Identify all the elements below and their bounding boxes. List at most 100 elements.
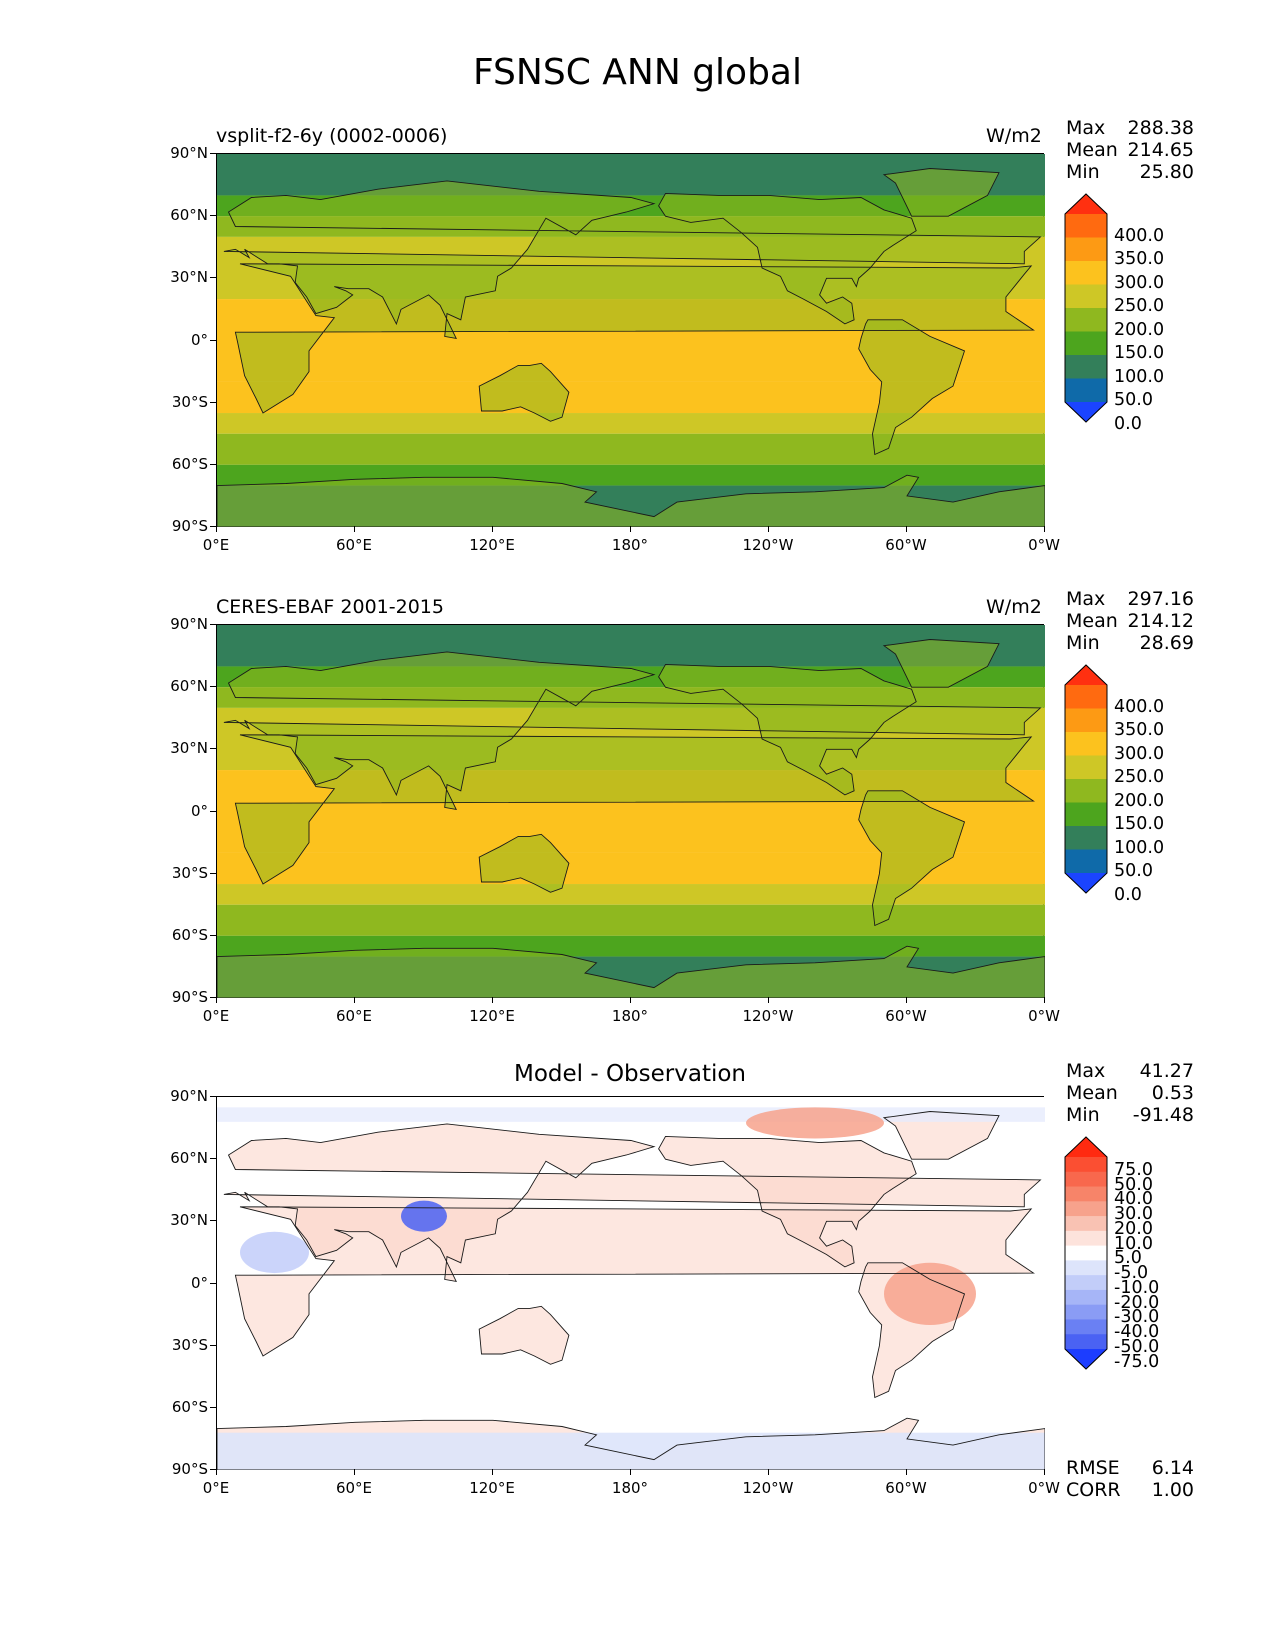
colorbar-segment [1065, 732, 1107, 756]
coastline-0 [234, 734, 1035, 885]
lon-tick-label: 120°W [742, 536, 794, 554]
coastline-6 [217, 945, 1045, 998]
zonal-band [217, 904, 1045, 936]
lat-tick [210, 934, 216, 936]
coastline-3 [858, 1262, 966, 1399]
lat-tick-label: 0° [190, 1273, 208, 1292]
stat-value: 214.12 [1127, 610, 1194, 632]
land-tint-6 [217, 946, 1045, 998]
coastline-6 [217, 474, 1045, 527]
lat-tick-label: 60°S [171, 925, 208, 944]
colorbar-label: 400.0 [1114, 696, 1165, 717]
map-plot [216, 624, 1045, 998]
error-stat-label: RMSE [1066, 1457, 1120, 1479]
lon-tick [216, 1469, 217, 1475]
lat-tick-label: 90°S [171, 517, 208, 535]
colorbar-label: -5.0 [1114, 1263, 1149, 1284]
colorbar-label: 0.0 [1114, 884, 1142, 905]
colorbar-extend-bottom [1065, 402, 1107, 422]
stat-label: Mean [1066, 1082, 1118, 1104]
colorbar-outline [1064, 664, 1108, 894]
lat-tick-label: 60°N [170, 677, 208, 696]
stat-value: 41.27 [1139, 1060, 1194, 1082]
diff-band-north [217, 1107, 1045, 1122]
coastline-5 [882, 168, 1000, 217]
stat-value: 297.16 [1127, 588, 1194, 610]
lat-tick-label: 90°S [171, 1460, 208, 1478]
stat-value: 28.69 [1139, 632, 1194, 654]
stat-value: -91.48 [1132, 1104, 1194, 1126]
colorbar-segment [1065, 779, 1107, 803]
lon-tick [1044, 997, 1045, 1003]
stat-value: 214.65 [1127, 139, 1194, 161]
stat-value: 288.38 [1127, 117, 1194, 139]
lon-tick-label: 0°E [202, 536, 230, 554]
land-tint-1 [223, 651, 1041, 810]
colorbar-label: 50.0 [1114, 390, 1153, 410]
lat-tick-label: 30°S [171, 392, 208, 411]
lat-tick-label: 30°N [170, 268, 208, 287]
colorbar-segment [1065, 1171, 1107, 1188]
colorbar-label: 350.0 [1114, 249, 1165, 269]
land-tint-1 [223, 180, 1041, 339]
colorbar-label: 400.0 [1114, 225, 1165, 246]
lon-tick-label: 0°E [202, 1479, 230, 1497]
colorbar-segment [1065, 214, 1107, 238]
stat-label: Max [1066, 588, 1106, 610]
stats-block: Max 41.27 Mean 0.53 Min -91.48 [1066, 1060, 1194, 1126]
stats-block: Max 297.16 Mean 214.12 Min 28.69 [1066, 588, 1194, 654]
lat-tick-label: 0° [190, 330, 208, 349]
colorbar-label: -30.0 [1114, 1307, 1160, 1328]
colorbar-label: -50.0 [1114, 1337, 1160, 1357]
lon-tick [768, 997, 769, 1003]
colorbar-label: 50.0 [1114, 1174, 1153, 1195]
coastline-1 [223, 1123, 1042, 1282]
stat-label: Min [1066, 161, 1100, 183]
colorbar-segment [1065, 1319, 1107, 1335]
lat-tick [210, 997, 216, 998]
colorbar-segment [1065, 849, 1107, 874]
colorbar [1064, 193, 1108, 423]
lat-tick-label: 30°N [170, 739, 208, 758]
coastline-2 [658, 192, 917, 325]
land-diff-4 [479, 1306, 569, 1365]
colorbar [1064, 1136, 1108, 1370]
coastline-1 [223, 180, 1042, 339]
lon-tick-label: 180° [611, 1007, 649, 1025]
colorbar-segment [1065, 1289, 1107, 1306]
lat-tick-label: 90°N [170, 144, 208, 162]
colorbar-label: 50.0 [1114, 861, 1153, 881]
lon-tick-label: 120°E [469, 536, 515, 554]
coastline-4 [478, 833, 570, 893]
colorbar-label: 10.0 [1114, 1233, 1153, 1254]
lat-tick [210, 1220, 216, 1222]
lat-tick [210, 748, 216, 750]
lon-tick-label: 120°E [469, 1007, 515, 1025]
coastline-3 [858, 790, 966, 927]
colorbar-segment [1065, 755, 1107, 780]
land-tint-2 [658, 193, 917, 324]
colorbar-segment [1065, 308, 1107, 332]
lon-tick [906, 997, 907, 1003]
colorbar-segment [1065, 1157, 1107, 1173]
colorbar-segment [1065, 685, 1107, 709]
lon-tick-label: 60°E [335, 1007, 373, 1025]
lat-tick-label: 90°N [170, 1087, 208, 1105]
colorbar-label: 300.0 [1114, 272, 1165, 293]
colorbar-segment [1065, 1334, 1107, 1350]
lon-tick-label: 120°W [742, 1479, 794, 1497]
units-label: W/m2 [986, 125, 1042, 147]
lat-tick [210, 339, 216, 341]
coastline-1 [223, 651, 1042, 810]
colorbar-extend-bottom [1065, 873, 1107, 893]
diff-anomaly [240, 1231, 309, 1274]
stat-label: Max [1066, 1060, 1106, 1082]
colorbar-segment [1065, 261, 1107, 285]
lat-tick-label: 30°S [171, 1335, 208, 1354]
colorbar-extend-top [1065, 665, 1107, 685]
colorbar-segment [1065, 1275, 1107, 1291]
panel-title: vsplit-f2-6y (0002-0006) [216, 125, 448, 147]
colorbar-label: -20.0 [1114, 1292, 1160, 1313]
colorbar-label: 250.0 [1114, 767, 1165, 787]
colorbar-segment [1065, 1245, 1107, 1261]
